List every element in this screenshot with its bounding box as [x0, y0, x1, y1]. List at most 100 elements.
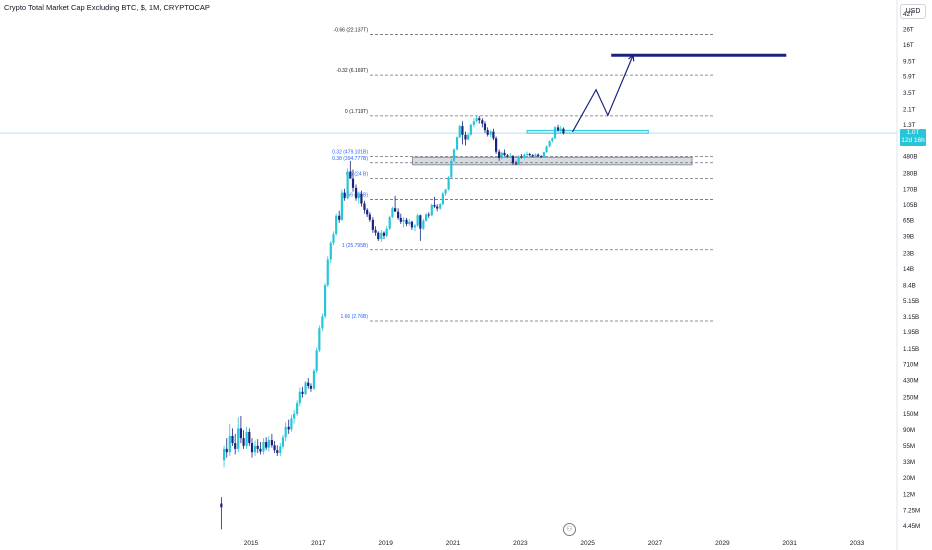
support-zone: [412, 156, 693, 166]
candle-body: [436, 206, 439, 209]
candle-body: [346, 171, 349, 199]
candle-body: [419, 215, 422, 229]
candle-body: [430, 205, 433, 216]
candle-body: [520, 156, 523, 158]
candle-body: [556, 127, 560, 131]
currency-button[interactable]: USD: [900, 4, 926, 19]
fib-level-label: 0.38 (394.777B): [332, 156, 368, 162]
candle-body: [248, 431, 251, 444]
y-tick-label: 250M: [903, 395, 918, 402]
candle-body: [452, 149, 456, 161]
candle-body: [335, 215, 338, 235]
candle-body: [498, 151, 501, 158]
candle-body: [517, 156, 520, 165]
y-tick-label: 5.9T: [903, 74, 916, 81]
candle-body: [245, 431, 248, 446]
candle-body: [469, 124, 472, 135]
candle-body: [427, 214, 430, 216]
y-tick-label: 33M: [903, 459, 915, 466]
candle-body: [242, 438, 245, 446]
y-tick-label: 105B: [903, 202, 917, 209]
y-tick-label: 42T: [903, 11, 914, 18]
fib-level-label: -0.32 (6.169T): [336, 68, 368, 74]
y-tick-label: 170B: [903, 187, 917, 194]
current-price-value: 1.0T: [906, 129, 920, 136]
candle-body: [290, 418, 293, 430]
y-tick-label: 1.95B: [903, 329, 919, 336]
candle-body: [397, 211, 400, 218]
candle-body: [503, 152, 506, 156]
y-tick-label: 65B: [903, 217, 914, 224]
candle-body: [351, 178, 355, 188]
candle-body: [422, 220, 425, 229]
candle-body: [478, 118, 481, 121]
x-tick-label: 2015: [244, 540, 259, 547]
y-tick-label: 14B: [903, 266, 914, 273]
y-tick-label: 26T: [903, 26, 914, 33]
candle-body: [537, 154, 540, 157]
x-axis: 2015 2017 2019 2021 2023 2025 2027 2029 2031 2033: [244, 540, 865, 547]
candle-body: [279, 446, 282, 453]
candle-body: [405, 219, 408, 224]
candle-body: [262, 442, 265, 452]
candle-body: [523, 154, 526, 158]
y-tick-label: 39B: [903, 234, 914, 241]
candle-body: [402, 219, 405, 222]
current-price-badge: 1.0T 12d 16h: [900, 129, 926, 146]
candle-body: [408, 221, 411, 224]
candle-body: [250, 443, 254, 453]
y-tick-label: 90M: [903, 427, 915, 434]
y-tick-label: 23B: [903, 250, 914, 257]
candle-body: [231, 435, 234, 444]
candle-body: [292, 413, 296, 419]
candle-body: [323, 285, 327, 317]
candle-body: [315, 350, 318, 371]
resistance-box: [526, 129, 649, 134]
candle-body: [514, 163, 518, 165]
candle-body: [500, 152, 503, 158]
candle-body: [492, 131, 495, 139]
y-tick-label: 8.4B: [903, 283, 916, 290]
candle-body: [338, 215, 341, 220]
y-tick-label: 480B: [903, 154, 917, 161]
fib-level-label: 0.32 (479.101B): [332, 150, 368, 156]
y-tick-label: 280B: [903, 171, 917, 178]
candle-body: [475, 118, 478, 122]
x-tick-label: 2031: [782, 540, 797, 547]
candle-body: [357, 193, 360, 199]
y-tick-label: 9.5T: [903, 58, 916, 65]
candle-body: [222, 448, 226, 461]
candle-body: [393, 208, 397, 212]
candle-body: [360, 193, 363, 204]
candle-body: [281, 437, 285, 447]
y-tick-label: 3.15B: [903, 314, 919, 321]
chart-title: Crypto Total Market Cap Excluding BTC, $…: [4, 3, 210, 12]
tradingview-logo-icon: ⚇: [563, 523, 576, 536]
candle-body: [296, 403, 299, 414]
x-tick-label: 2023: [513, 540, 528, 547]
candle-body: [511, 155, 515, 164]
candle-body: [312, 370, 316, 389]
candle-body: [391, 208, 394, 218]
candle-body: [416, 215, 419, 226]
y-tick-label: 20M: [903, 475, 915, 482]
candle-body: [540, 156, 543, 158]
candle-body: [559, 128, 562, 131]
candle-body: [424, 214, 428, 221]
candle-body: [433, 205, 436, 207]
y-tick-label: 12M: [903, 491, 915, 498]
y-tick-label: 150M: [903, 411, 918, 418]
candle-body: [349, 171, 352, 179]
x-tick-label: 2017: [311, 540, 326, 547]
candle-body: [528, 154, 531, 156]
candle-body: [382, 232, 386, 236]
candle-body: [253, 445, 257, 453]
candle-body: [301, 391, 304, 394]
candle-body: [307, 382, 310, 386]
candle-body: [410, 221, 414, 228]
candle-body: [326, 259, 329, 286]
candle-body: [234, 443, 237, 449]
candle-body: [464, 134, 467, 140]
candle-body: [534, 154, 537, 157]
